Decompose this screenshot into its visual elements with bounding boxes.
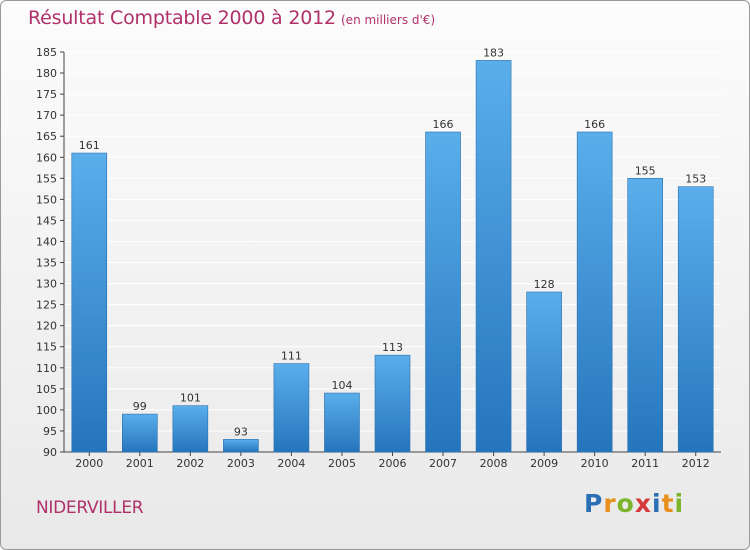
x-tick-label: 2011 xyxy=(631,457,659,470)
bar-2003 xyxy=(223,439,259,453)
x-tick-label: 2012 xyxy=(682,457,710,470)
bar-2012 xyxy=(677,186,714,453)
y-tick-label: 175 xyxy=(36,88,57,101)
y-tick-label: 120 xyxy=(36,320,57,333)
data-labels: 161 99 101 93 111 104 113 166 183 128 166 155 153 xyxy=(79,46,706,438)
bar-2000 xyxy=(71,152,108,453)
y-tick-label: 160 xyxy=(36,151,57,164)
y-tick-label: 135 xyxy=(36,257,57,270)
data-label: 183 xyxy=(483,46,504,59)
data-label: 128 xyxy=(534,278,555,291)
city-name: NIDERVILLER xyxy=(36,498,144,518)
y-tick-label: 115 xyxy=(36,341,57,354)
x-tick-label: 2003 xyxy=(227,457,255,470)
x-tick-label: 2005 xyxy=(328,457,356,470)
bar-2005 xyxy=(324,392,360,453)
x-tick-label: 2002 xyxy=(176,457,204,470)
y-tick-label: 145 xyxy=(36,214,57,227)
data-label: 104 xyxy=(331,379,352,392)
y-tick-label: 180 xyxy=(36,67,57,80)
data-label: 111 xyxy=(281,350,302,363)
y-tick-label: 140 xyxy=(36,235,57,248)
x-tick-label: 2004 xyxy=(277,457,305,470)
x-tick-label: 2008 xyxy=(480,457,508,470)
y-tick-label: 130 xyxy=(36,278,57,291)
data-label: 113 xyxy=(382,341,403,354)
bar-2006 xyxy=(374,354,411,453)
chart-title: Résultat Comptable 2000 à 2012 xyxy=(28,7,336,29)
bars xyxy=(71,60,714,453)
x-tick-label: 2000 xyxy=(75,457,103,470)
x-tick-label: 2010 xyxy=(581,457,609,470)
x-tick-label: 2006 xyxy=(379,457,407,470)
x-tick-label: 2001 xyxy=(126,457,154,470)
y-tick-label: 170 xyxy=(36,109,57,122)
proxiti-logo: Proxiti xyxy=(584,489,685,518)
data-label: 161 xyxy=(79,139,100,152)
y-tick-label: 100 xyxy=(36,404,57,417)
data-label: 153 xyxy=(685,173,706,186)
data-label: 99 xyxy=(133,400,147,413)
bar-2010 xyxy=(576,131,613,453)
y-tick-label: 185 xyxy=(36,46,57,59)
bar-2001 xyxy=(122,413,158,453)
data-label: 166 xyxy=(433,118,454,131)
y-tick-label: 150 xyxy=(36,193,57,206)
bar-2009 xyxy=(526,291,562,453)
data-label: 101 xyxy=(180,392,201,405)
x-tick-label: 2007 xyxy=(429,457,457,470)
y-tick-label: 110 xyxy=(36,362,57,375)
y-tick-label: 165 xyxy=(36,130,57,143)
y-tick-label: 105 xyxy=(36,383,57,396)
bar-2011 xyxy=(627,178,663,453)
bar-2002 xyxy=(172,405,209,453)
y-tick-label: 95 xyxy=(43,425,57,438)
data-label: 93 xyxy=(234,425,248,438)
bar-2007 xyxy=(425,131,461,453)
bar-2008 xyxy=(475,60,512,453)
y-tick-label: 90 xyxy=(43,446,57,459)
axes: 90 95 100 105 110 115 120 125 130 135 140 145 150 155… xyxy=(36,46,721,470)
y-tick-label: 125 xyxy=(36,299,57,312)
y-tick-label: 155 xyxy=(36,172,57,185)
data-label: 155 xyxy=(635,164,656,177)
bar-2004 xyxy=(273,363,310,453)
chart-subtitle: (en milliers d'€) xyxy=(341,13,436,27)
data-label: 166 xyxy=(584,118,605,131)
x-tick-label: 2009 xyxy=(530,457,558,470)
